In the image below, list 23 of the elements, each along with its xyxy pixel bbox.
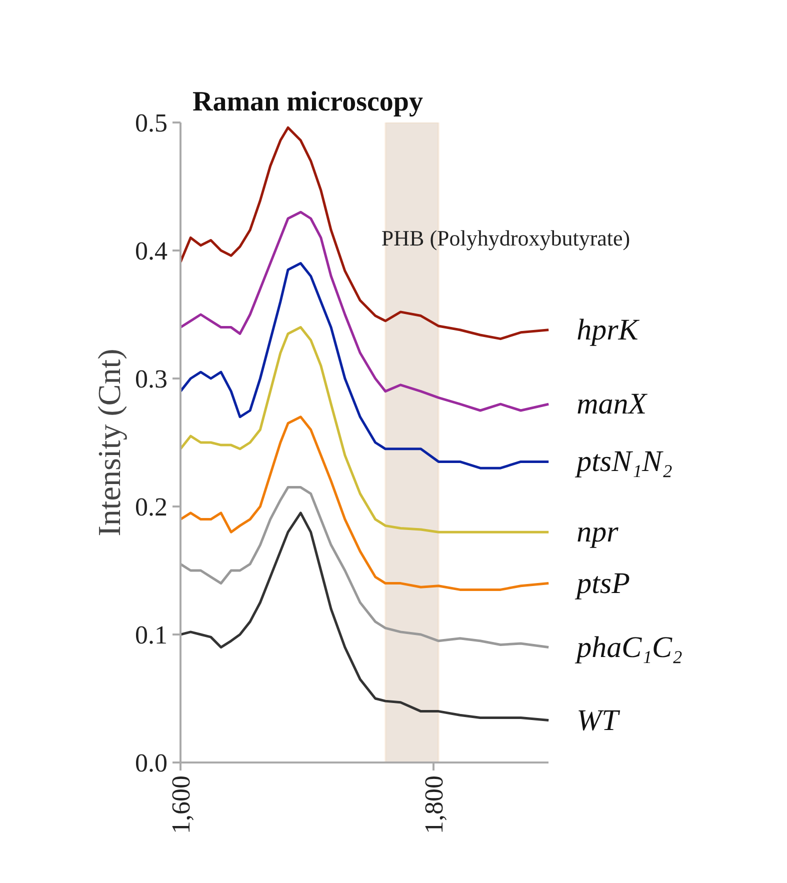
series-label: ptsN₁N₂	[574, 445, 672, 478]
y-tick-label: 0.0	[135, 748, 168, 778]
y-axis-title: Intensity (Cnt)	[91, 348, 127, 536]
series-label: npr	[576, 516, 619, 549]
line-series	[180, 416, 550, 591]
y-tick-label: 0.1	[135, 620, 168, 650]
y-tick-label: 0.4	[135, 236, 168, 266]
line-series	[180, 262, 550, 470]
y-tick-label: 0.5	[135, 108, 168, 138]
series-label: WT	[576, 704, 621, 737]
line-series	[180, 512, 550, 722]
line-series	[180, 486, 550, 649]
series-label: ptsP	[574, 566, 630, 600]
x-tick-label: 1,800	[419, 776, 448, 834]
band-label: PHB (Polyhydroxybutyrate)	[381, 226, 630, 250]
chart-title: Raman microscopy	[192, 86, 423, 118]
series-label: phaC₁C₂	[574, 630, 682, 664]
series-label: hprK	[576, 313, 640, 346]
series-label: manX	[576, 388, 648, 421]
line-series	[180, 326, 550, 534]
x-tick-label: 1,600	[166, 776, 196, 834]
y-tick-label: 0.2	[135, 492, 168, 522]
y-tick-label: 0.3	[135, 364, 168, 394]
